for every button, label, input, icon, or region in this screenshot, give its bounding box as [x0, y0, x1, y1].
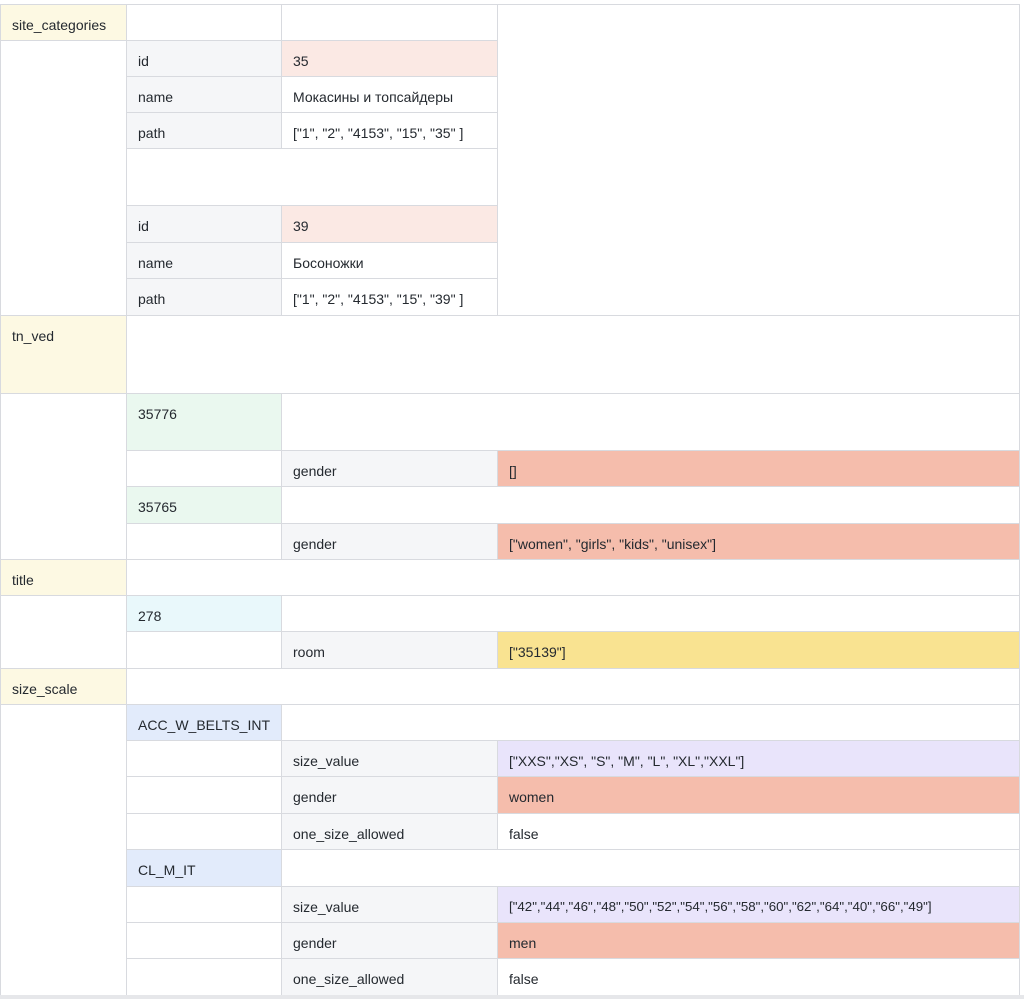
field-value-name: Мокасины и топсайдеры: [281, 76, 498, 113]
field-label-name: name: [126, 242, 282, 279]
field-label-one-size: one_size_allowed: [281, 813, 498, 850]
code-cell: 278: [126, 595, 282, 632]
field-label-id: id: [126, 205, 282, 243]
field-label-gender: gender: [281, 922, 498, 959]
empty-cell: [281, 393, 1020, 451]
field-label-id: id: [126, 40, 282, 77]
field-label-path: path: [126, 112, 282, 149]
empty-cell: [126, 523, 282, 560]
key-tn-ved: tn_ved: [0, 315, 127, 394]
empty-cell: [281, 595, 1020, 632]
key-size-scale: size_scale: [0, 668, 127, 705]
empty-cell: [126, 315, 1020, 394]
field-label-size-value: size_value: [281, 740, 498, 777]
field-label-gender: gender: [281, 450, 498, 487]
field-label-size-value: size_value: [281, 886, 498, 923]
field-label-path: path: [126, 278, 282, 316]
key-label: size_scale: [12, 681, 78, 697]
field-label-gender: gender: [281, 523, 498, 560]
field-value-gender: men: [497, 922, 1020, 959]
empty-cell: [126, 922, 282, 959]
field-value-one-size: false: [497, 813, 1020, 850]
empty-cell: [0, 40, 127, 316]
empty-cell: [281, 849, 1020, 887]
field-value-id: 39: [281, 205, 498, 243]
field-value-gender: []: [497, 450, 1020, 487]
code-cell: 35765: [126, 486, 282, 524]
empty-cell: [0, 393, 127, 560]
key-title: title: [0, 559, 127, 596]
empty-cell: [126, 886, 282, 923]
field-value-one-size: false: [497, 958, 1020, 996]
empty-cell: [0, 595, 127, 669]
code-cell: 35776: [126, 393, 282, 451]
field-value-size-value: ["42","44","46","48","50","52","54","56"…: [497, 886, 1020, 923]
field-label-name: name: [126, 76, 282, 113]
empty-cell: [126, 776, 282, 814]
field-label-room: room: [281, 631, 498, 669]
empty-cell: [281, 704, 1020, 741]
empty-cell: [126, 668, 1020, 705]
field-label-one-size: one_size_allowed: [281, 958, 498, 996]
scale-name-cell: CL_M_IT: [126, 849, 282, 887]
field-value-path: ["1", "2", "4153", "15", "35" ]: [281, 112, 498, 149]
scale-name-cell: ACC_W_BELTS_INT: [126, 704, 282, 741]
empty-cell: [126, 958, 282, 996]
field-value-gender: women: [497, 776, 1020, 814]
key-site-categories: site_categories: [0, 4, 127, 41]
empty-cell: [281, 4, 498, 41]
key-label: site_categories: [12, 17, 107, 33]
horizontal-scrollbar[interactable]: [0, 995, 1024, 999]
empty-cell: [126, 450, 282, 487]
field-value-size-value: ["XXS","XS", "S", "M", "L", "XL","XXL"]: [497, 740, 1020, 777]
empty-cell: [497, 4, 1020, 316]
field-value-path: ["1", "2", "4153", "15", "39" ]: [281, 278, 498, 316]
empty-cell: [126, 740, 282, 777]
empty-cell: [126, 631, 282, 669]
field-value-id: 35: [281, 40, 498, 77]
field-value-gender: ["women", "girls", "kids", "unisex"]: [497, 523, 1020, 560]
empty-cell: [0, 704, 127, 996]
empty-cell: [126, 813, 282, 850]
empty-cell: [126, 559, 1020, 596]
spacer-cell: [126, 148, 498, 206]
empty-cell: [126, 4, 282, 41]
key-label: tn_ved: [12, 328, 55, 344]
key-label: title: [12, 572, 34, 588]
field-value-room: ["35139"]: [497, 631, 1020, 669]
empty-cell: [281, 486, 1020, 524]
field-value-name: Босоножки: [281, 242, 498, 279]
field-label-gender: gender: [281, 776, 498, 814]
